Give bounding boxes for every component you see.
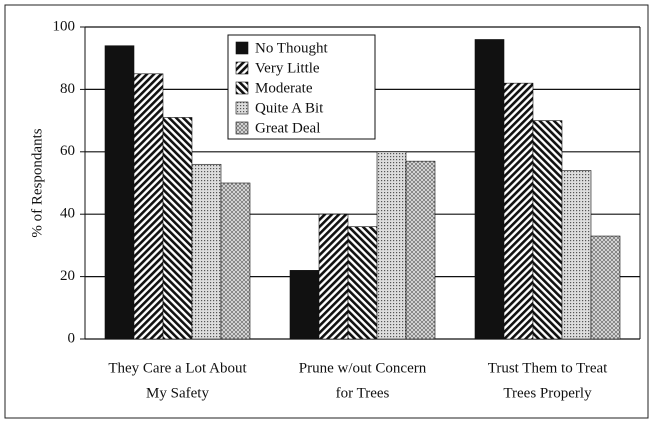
legend-label: Very Little [255, 60, 320, 76]
bar [104, 45, 135, 340]
frame [4, 4, 649, 419]
x-tick-label: Prune w/out Concern [299, 360, 427, 376]
y-tick-label: 0 [68, 330, 76, 346]
x-tick-label: My Safety [146, 385, 209, 401]
bar [561, 170, 592, 340]
bar [220, 182, 251, 340]
y-tick-label: 60 [60, 143, 75, 159]
legend-label: Quite A Bit [255, 100, 324, 116]
y-tick-label: 80 [60, 81, 75, 97]
x-tick-label: for Trees [336, 385, 390, 401]
y-axis-label: % of Respondants [29, 128, 45, 237]
y-tick-label: 20 [60, 268, 75, 284]
bar [503, 82, 534, 340]
bar [590, 235, 621, 340]
y-tick-label: 100 [53, 18, 76, 34]
bar [191, 163, 222, 340]
bar [532, 120, 563, 340]
legend-label: No Thought [255, 40, 328, 56]
x-tick-label: They Care a Lot About [108, 360, 247, 376]
bar [405, 160, 436, 340]
legend-label: Great Deal [255, 120, 320, 136]
bar [289, 270, 320, 340]
bar [318, 213, 349, 340]
legend-swatch [235, 61, 249, 75]
x-tick-label: Trees Properly [503, 385, 592, 401]
legend-swatch [235, 41, 249, 55]
bar [133, 73, 164, 340]
bar [376, 151, 407, 340]
legend-swatch [235, 121, 249, 135]
x-tick-label: Trust Them to Treat [488, 360, 608, 376]
bar [162, 117, 193, 340]
legend-swatch [235, 81, 249, 95]
bar [347, 226, 378, 340]
bar [474, 39, 505, 340]
legend-swatch [235, 101, 249, 115]
y-tick-label: 40 [60, 206, 75, 222]
legend-label: Moderate [255, 80, 313, 96]
legend-box [227, 34, 376, 140]
